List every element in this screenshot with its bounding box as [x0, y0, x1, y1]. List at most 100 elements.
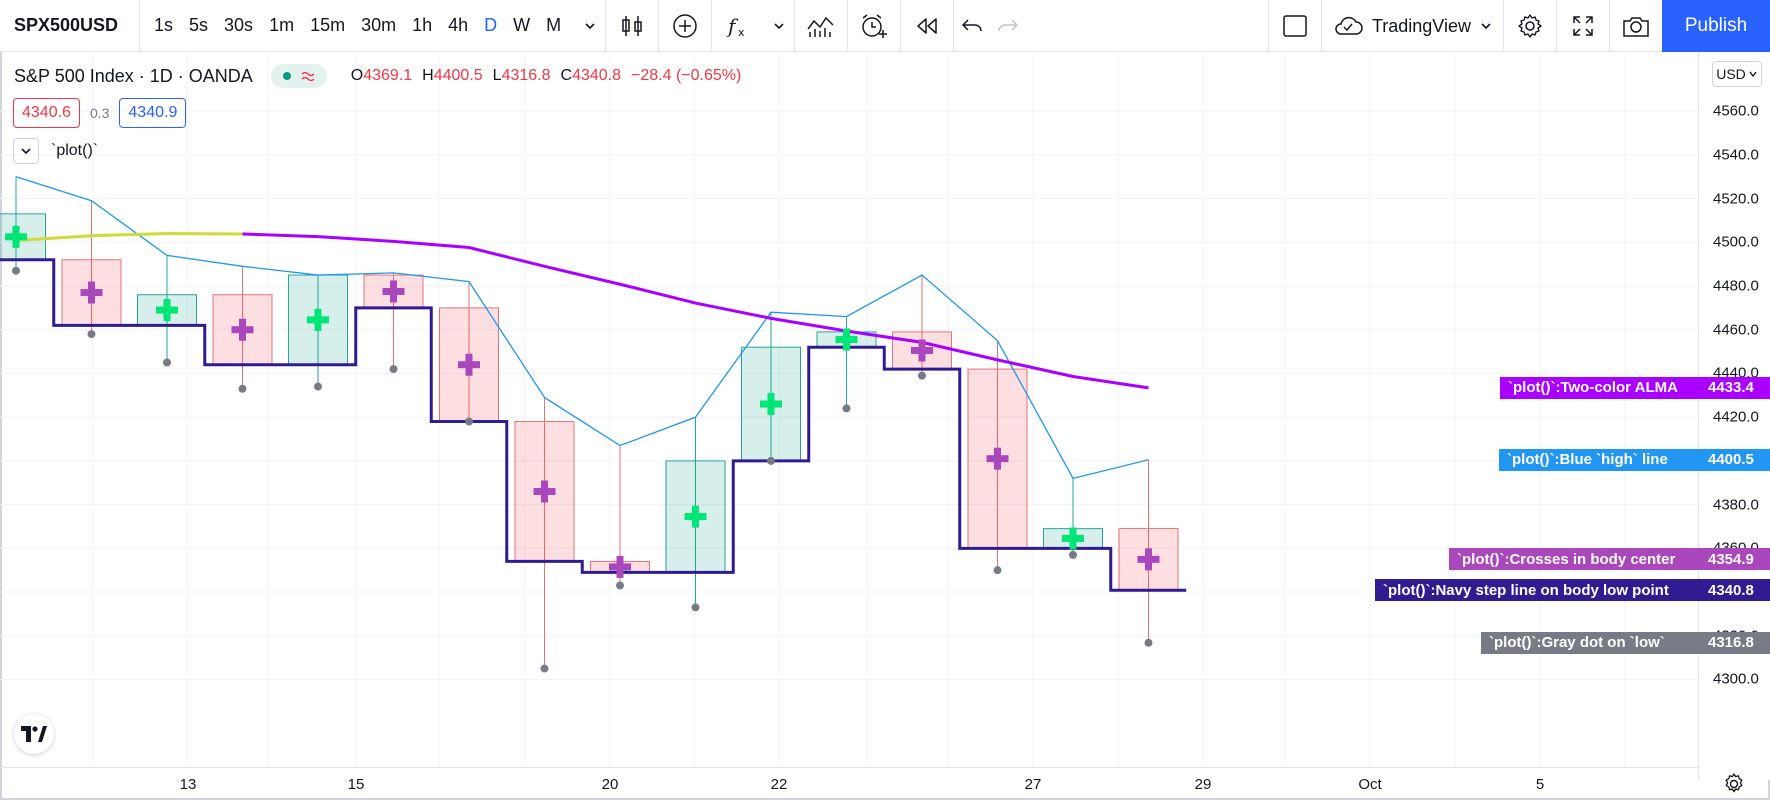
low-dot: [691, 603, 700, 612]
alert-button[interactable]: [848, 0, 900, 52]
plot-price-label: 4400.5: [1698, 448, 1770, 471]
currency-button[interactable]: USD: [1712, 61, 1762, 87]
ohlc-item: O4369.1: [351, 67, 412, 85]
time-tick-label: 27: [1024, 776, 1042, 793]
compare-button[interactable]: [659, 0, 711, 52]
toolbar-divider: [1503, 0, 1504, 52]
ohlc-item: C4340.8: [561, 67, 622, 85]
interval-1m-button[interactable]: 1m: [269, 15, 295, 35]
price-tick-label: 4460.0: [1713, 321, 1759, 339]
interval-d-button[interactable]: D: [484, 15, 498, 35]
toolbar-divider: [1267, 0, 1269, 52]
time-tick-label: 15: [347, 776, 365, 793]
plot-name-label: `plot()`:Blue `high` line: [1499, 448, 1698, 471]
center-cross-icon: [616, 555, 624, 578]
price-scale[interactable]: 4560.0 4540.0 4520.0 4500.0 4480.0 4460.0 4440…: [1698, 52, 1770, 780]
add-compare-icon: [673, 13, 697, 38]
collapse-indicators-button[interactable]: [13, 138, 39, 164]
interval-m-button[interactable]: M: [546, 15, 562, 35]
snapshot-button[interactable]: [1610, 0, 1662, 52]
price-tick-label: 4420.0: [1713, 408, 1759, 426]
price-tick-label: 4380.0: [1713, 496, 1759, 514]
toolbar-divider: [605, 0, 607, 52]
indicators-dropdown-button[interactable]: [764, 0, 794, 52]
toolbar-divider: [794, 0, 796, 52]
sell-price-button[interactable]: 4340.6: [13, 98, 80, 128]
plot-name-label: `plot()`:Gray dot on `low`: [1481, 631, 1698, 654]
fullscreen-icon: [1573, 16, 1593, 36]
ohlc-value: 4340.8: [572, 67, 622, 84]
indicator-name[interactable]: `plot()`: [51, 142, 99, 159]
undo-button[interactable]: [954, 0, 990, 52]
redo-button[interactable]: [990, 0, 1026, 52]
center-cross-icon: [1145, 548, 1152, 571]
currency-label: USD: [1716, 66, 1746, 82]
chart-pane[interactable]: [0, 52, 1698, 767]
center-cross-icon: [239, 318, 246, 341]
layout-square-icon: [1283, 15, 1307, 37]
buy-price-button[interactable]: 4340.9: [119, 98, 187, 128]
fullscreen-button[interactable]: [1557, 0, 1609, 52]
interval-30s-button[interactable]: 30s: [224, 15, 254, 35]
market-open-dot-icon: [282, 72, 291, 80]
interval-w-button[interactable]: W: [513, 15, 531, 35]
price-tick-label: 4300.0: [1713, 670, 1759, 688]
center-cross-icon: [12, 225, 20, 248]
price-tick-label: 4560.0: [1713, 102, 1759, 120]
interval-30m-button[interactable]: 30m: [361, 15, 397, 35]
ohlc-value: 4400.5: [433, 67, 483, 84]
low-dot: [540, 664, 549, 673]
toolbar-divider: [847, 0, 849, 52]
market-status-badge[interactable]: [270, 64, 327, 88]
interval-4h-button[interactable]: 4h: [448, 15, 469, 35]
layout-button[interactable]: [1269, 0, 1321, 52]
center-cross-icon: [390, 280, 397, 303]
low-dot: [918, 371, 926, 380]
time-axis[interactable]: 13 15 20 22 27 29 Oct 5: [0, 767, 1698, 800]
low-dot: [163, 358, 171, 367]
center-cross-icon: [465, 353, 473, 376]
interval-1s-button[interactable]: 1s: [154, 15, 174, 35]
interval-dropdown-button[interactable]: [575, 0, 605, 52]
symbol-title[interactable]: S&P 500 Index · 1D · OANDA: [14, 65, 253, 86]
replay-button[interactable]: [901, 0, 953, 52]
templates-button[interactable]: [795, 0, 847, 52]
plot-name-label: `plot()`:Two-color ALMA: [1500, 376, 1698, 399]
toolbar-divider: [1320, 0, 1322, 52]
interval-5s-button[interactable]: 5s: [189, 15, 209, 35]
buy-sell-panel: 4340.6 0.3 4340.9: [13, 98, 187, 128]
settings-button[interactable]: [1504, 0, 1556, 52]
interval-1h-button[interactable]: 1h: [412, 15, 433, 35]
center-cross-icon: [692, 505, 699, 528]
publish-button[interactable]: Publish: [1662, 0, 1770, 52]
layout-name: TradingView: [1371, 15, 1471, 36]
symbol-search-button[interactable]: SPX500USD: [0, 0, 140, 52]
low-dot: [1069, 550, 1077, 559]
time-tick-label: 29: [1194, 776, 1212, 793]
interval-15m-button[interactable]: 15m: [310, 15, 346, 35]
ohlc-item: H4400.5: [422, 67, 483, 85]
spread-value: 0.3: [89, 105, 110, 121]
interval-group: 1s 5s 30s 1m 15m 30m 1h 4h D W M: [140, 0, 575, 52]
price-tick-label: 4520.0: [1713, 190, 1759, 208]
toolbar-right-group: TradingView Publish: [1267, 0, 1770, 52]
tradingview-logo-icon: [21, 726, 47, 742]
ohlc-key: L: [492, 67, 502, 84]
chart-type-button[interactable]: [606, 0, 658, 52]
chevron-down-icon: [1749, 71, 1757, 78]
chevron-down-icon: [21, 148, 31, 155]
gear-icon[interactable]: [1722, 772, 1746, 796]
plot-price-label: 4354.9: [1698, 548, 1770, 571]
low-dot: [993, 566, 1002, 575]
ohlc-item: L4316.8: [493, 67, 551, 85]
low-dot: [12, 266, 20, 275]
layout-save-button[interactable]: TradingView: [1322, 0, 1503, 52]
plot-price-label: 4316.8: [1698, 631, 1770, 654]
price-tick-label: 4540.0: [1713, 146, 1759, 164]
toolbar-divider: [900, 0, 902, 52]
chevron-down-icon: [774, 22, 784, 29]
tradingview-logo[interactable]: [14, 714, 54, 754]
time-tick-label: 13: [179, 776, 197, 793]
